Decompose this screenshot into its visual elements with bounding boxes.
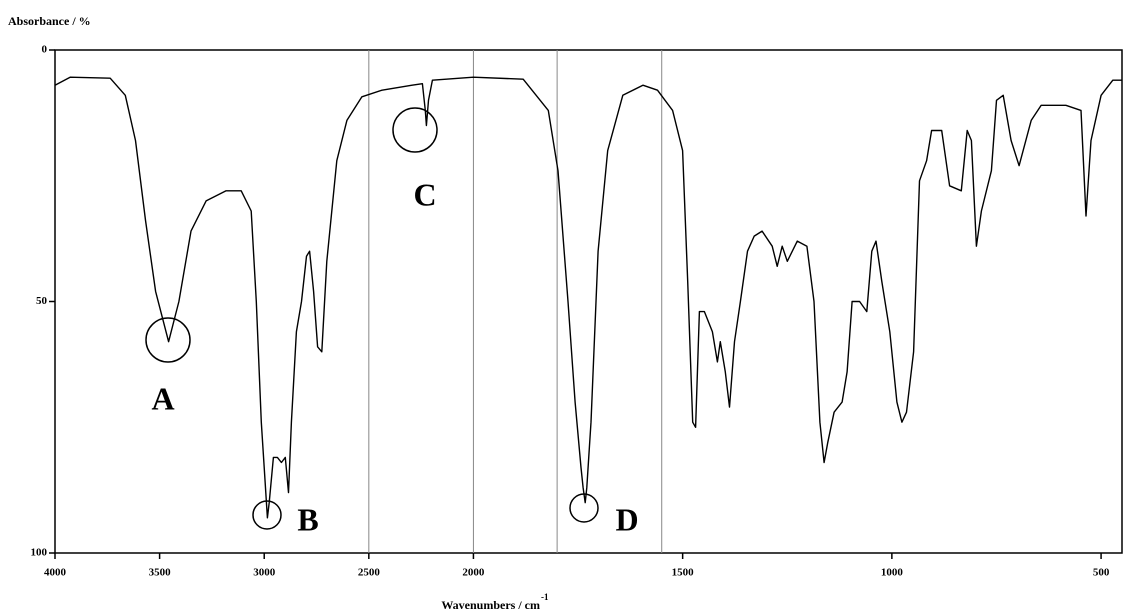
plot-frame <box>54 49 1123 554</box>
x-tick-label: 2000 <box>462 567 485 579</box>
circle-a <box>145 317 191 363</box>
x-tick-label: 1000 <box>881 567 904 579</box>
y-axis-label: Absorbance / % <box>8 14 91 28</box>
y-tick-label: 0 <box>42 44 48 56</box>
x-tick-label: 1500 <box>672 567 695 579</box>
y-tick-label: 100 <box>31 547 48 559</box>
spectrum-line <box>54 76 1122 519</box>
x-axis-label: Wavenumbers / cm <box>441 598 540 612</box>
annotation-circles <box>145 107 599 530</box>
x-tick-label: 500 <box>1093 567 1110 579</box>
annotation: B <box>297 501 318 537</box>
annotation: A <box>151 380 174 416</box>
annotation: C <box>413 176 436 212</box>
circle-c <box>392 107 438 153</box>
annotation: D <box>615 501 638 537</box>
x-tick-label: 4000 <box>44 567 67 579</box>
x-tick-label: 2500 <box>358 567 381 579</box>
x-tick-label: 3500 <box>149 567 172 579</box>
x-axis-label-superscript: -1 <box>541 592 549 602</box>
y-tick-label: 50 <box>36 295 48 307</box>
x-tick-label: 3000 <box>253 567 276 579</box>
